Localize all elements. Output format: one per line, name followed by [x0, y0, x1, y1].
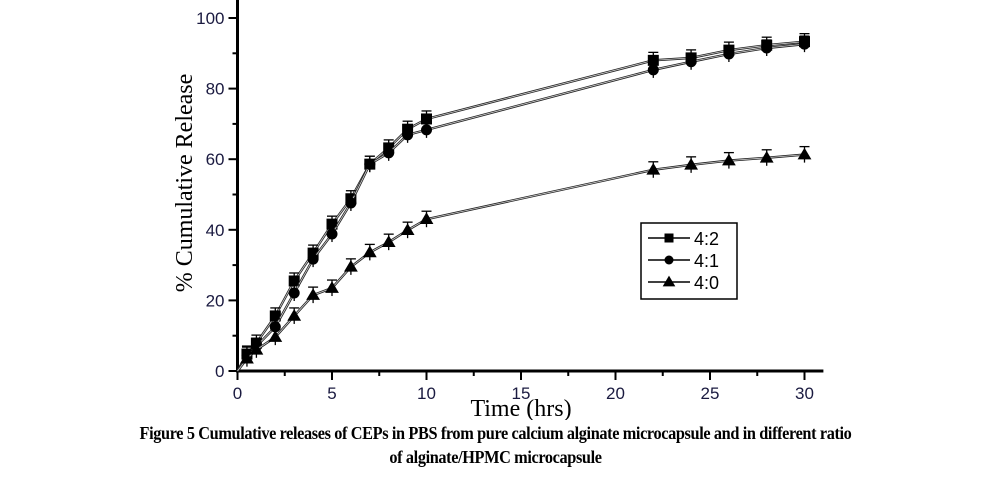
data-point	[362, 245, 377, 258]
figure-caption-line-1: Figure 5 Cumulative releases of CEPs in …	[139, 423, 852, 443]
data-point	[647, 64, 659, 76]
data-point	[249, 342, 264, 355]
data-point	[240, 351, 254, 364]
x-tick-label: 30	[795, 384, 814, 403]
legend-box	[640, 222, 738, 300]
legend-marker-circle-icon	[664, 255, 674, 265]
data-point	[307, 253, 319, 265]
y-tick-label: 60	[206, 150, 225, 169]
data-point	[797, 147, 812, 160]
series-layer	[236, 33, 812, 372]
data-point	[345, 197, 357, 209]
y-tick-label: 40	[206, 221, 225, 240]
legend-label: 4:1	[694, 251, 719, 271]
data-point	[685, 56, 697, 68]
x-axis-title: Time (hrs)	[470, 396, 571, 420]
data-point	[268, 330, 283, 342]
data-point	[288, 275, 300, 287]
legend: 4:24:14:0	[640, 222, 738, 300]
y-tick-label: 80	[206, 80, 225, 99]
legend-item-4-0: 4:0	[648, 273, 719, 293]
data-point	[325, 281, 339, 293]
series-4-2	[236, 33, 810, 372]
y-axis-title: % Cumulative Release	[172, 74, 198, 293]
data-point	[326, 228, 338, 240]
data-point	[419, 212, 434, 225]
data-point	[684, 157, 698, 170]
series-line	[236, 40, 805, 372]
data-point	[364, 158, 376, 170]
legend-marker-square-icon	[664, 233, 674, 243]
data-point	[381, 235, 396, 247]
data-point	[269, 310, 281, 322]
x-tick-label: 20	[606, 384, 625, 403]
series-line-core	[237, 43, 805, 372]
data-point	[761, 42, 773, 54]
x-tick-label: 15	[512, 384, 531, 403]
data-point	[421, 124, 432, 136]
series-line-core	[237, 41, 805, 372]
data-point	[759, 150, 774, 163]
data-point	[647, 54, 659, 66]
series-line	[236, 42, 805, 372]
y-tick-label: 0	[215, 362, 224, 381]
x-tick-label: 25	[701, 384, 720, 403]
data-point	[646, 162, 661, 175]
legend-label: 4:0	[694, 273, 719, 293]
data-point	[288, 287, 300, 299]
x-tick-label: 10	[417, 384, 436, 403]
legend-marker-triangle-icon	[662, 275, 676, 287]
data-point	[402, 129, 414, 141]
data-point	[799, 38, 810, 50]
legend-item-4-1: 4:1	[648, 251, 719, 271]
data-point	[326, 218, 338, 230]
data-point	[722, 153, 736, 166]
axes: 0 20 40 60 80 100 0 5 10 15 20 25 30	[196, 0, 824, 403]
figure-caption-line-2: of alginate/HPMC microcapsule	[389, 447, 602, 467]
data-point	[421, 113, 432, 125]
y-tick-label: 20	[206, 291, 225, 310]
legend-label: 4:2	[694, 229, 719, 249]
y-tick-label: 100	[196, 9, 224, 28]
data-point	[344, 259, 358, 272]
data-point	[383, 147, 395, 159]
x-tick-label: 5	[327, 384, 336, 403]
data-point	[400, 223, 415, 235]
series-4-1	[236, 35, 810, 372]
legend-item-4-2: 4:2	[648, 229, 719, 249]
data-point	[287, 309, 302, 321]
data-point	[306, 288, 320, 300]
x-tick-label: 0	[233, 384, 242, 403]
series-4-0	[236, 145, 812, 372]
release-chart: 0 20 40 60 80 100 0 5 10 15 20 25 30 4:24:14:0 Time …	[172, 0, 824, 420]
data-point	[723, 48, 735, 60]
